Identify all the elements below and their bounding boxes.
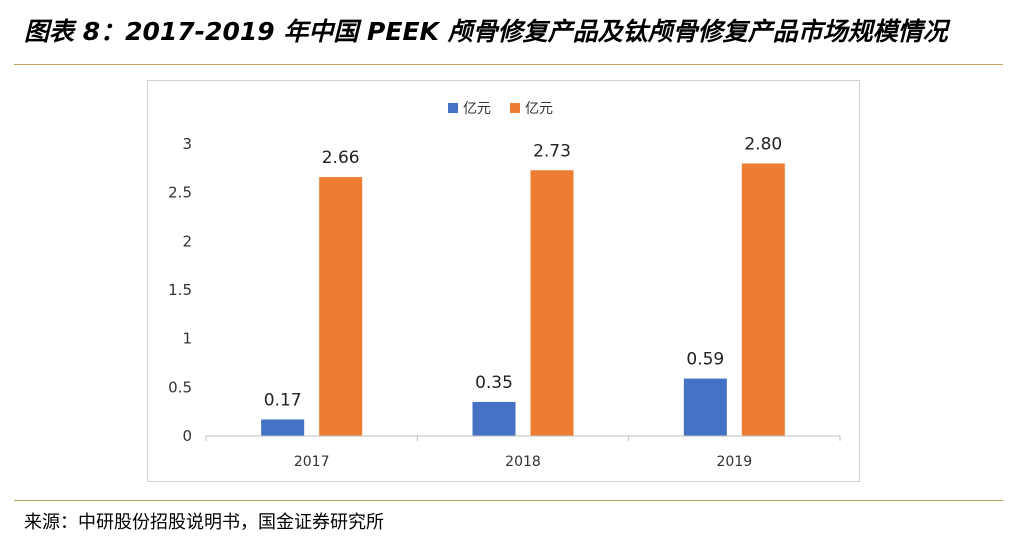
y-tick-label: 1 <box>182 330 192 348</box>
x-category-label: 2019 <box>717 454 753 470</box>
y-tick-label: 0.5 <box>168 378 192 396</box>
y-tick-label: 2 <box>182 232 192 250</box>
bar-2-2017 <box>319 177 363 436</box>
y-tick-label: 3 <box>182 135 192 153</box>
bar-2-2018 <box>530 170 574 436</box>
y-axis: 0 0.5 1 1.5 2 2.5 3 <box>168 135 192 445</box>
data-label: 2.66 <box>322 148 360 168</box>
x-category-label: 2017 <box>294 454 330 470</box>
source-note: 来源：中研股份招股说明书，国金证券研究所 <box>24 512 384 533</box>
data-label: 2.80 <box>744 134 782 154</box>
bar-1-2019 <box>683 378 727 436</box>
title-divider <box>14 64 1003 65</box>
data-label: 0.59 <box>686 350 724 370</box>
y-tick-label: 0 <box>182 427 192 445</box>
bar-2-2019 <box>741 163 785 436</box>
source-divider <box>14 500 1003 501</box>
y-tick-label: 2.5 <box>168 184 192 202</box>
legend-label-2: 亿元 <box>525 101 553 117</box>
legend-swatch-1 <box>448 103 458 113</box>
legend: 亿元 亿元 <box>448 101 553 117</box>
chart-frame: 亿元 亿元 0 0.5 1 1.5 2 2.5 3 0.17 2.66 0.35 2.73 0.59 2… <box>147 80 860 482</box>
x-axis: 2017 2018 2019 <box>205 435 841 470</box>
bar-chart: 亿元 亿元 0 0.5 1 1.5 2 2.5 3 0.17 2.66 0.35 2.73 0.59 2… <box>168 101 841 470</box>
legend-swatch-2 <box>510 103 520 113</box>
bar-1-2017 <box>261 419 305 436</box>
x-category-label: 2018 <box>505 454 541 470</box>
data-label: 0.17 <box>264 390 302 410</box>
data-label: 2.73 <box>533 141 571 161</box>
data-label: 0.35 <box>475 373 513 393</box>
legend-label-1: 亿元 <box>463 101 491 117</box>
y-tick-label: 1.5 <box>168 281 192 299</box>
bar-1-2018 <box>472 401 516 436</box>
figure-title: 图表 8：2017-2019 年中国 PEEK 颅骨修复产品及钛颅骨修复产品市场… <box>24 17 948 46</box>
bars: 0.17 2.66 0.35 2.73 0.59 2.80 <box>261 134 785 436</box>
